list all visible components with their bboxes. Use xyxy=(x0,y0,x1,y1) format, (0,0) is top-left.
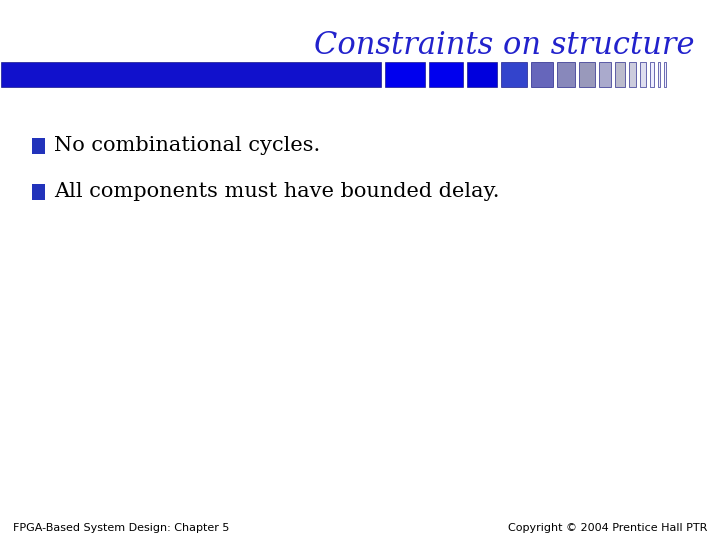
Text: All components must have bounded delay.: All components must have bounded delay. xyxy=(54,182,500,201)
Text: FPGA-Based System Design: Chapter 5: FPGA-Based System Design: Chapter 5 xyxy=(13,523,230,533)
Bar xyxy=(1,62,381,87)
Text: No combinational cycles.: No combinational cycles. xyxy=(54,136,320,156)
Bar xyxy=(649,62,654,87)
Bar xyxy=(429,62,464,87)
Bar xyxy=(501,62,527,87)
Bar xyxy=(640,62,646,87)
Bar xyxy=(32,184,45,200)
Bar xyxy=(579,62,595,87)
Bar xyxy=(615,62,625,87)
Bar xyxy=(598,62,611,87)
Bar xyxy=(664,62,666,87)
Bar xyxy=(629,62,636,87)
Bar xyxy=(385,62,426,87)
Bar xyxy=(531,62,553,87)
Bar xyxy=(467,62,498,87)
Bar xyxy=(557,62,575,87)
Bar xyxy=(657,62,660,87)
Bar xyxy=(32,138,45,154)
Text: Constraints on structure: Constraints on structure xyxy=(315,30,695,62)
Text: Copyright © 2004 Prentice Hall PTR: Copyright © 2004 Prentice Hall PTR xyxy=(508,523,707,533)
